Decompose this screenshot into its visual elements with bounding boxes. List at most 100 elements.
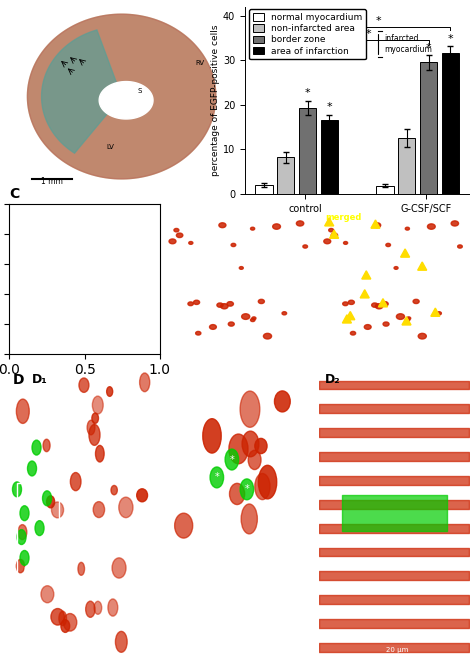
Ellipse shape bbox=[61, 619, 70, 632]
Text: *: * bbox=[365, 29, 371, 39]
Ellipse shape bbox=[217, 303, 223, 307]
Polygon shape bbox=[73, 239, 84, 248]
Ellipse shape bbox=[225, 449, 238, 470]
Y-axis label: percentage of EGFP-positive cells: percentage of EGFP-positive cells bbox=[211, 25, 220, 176]
Polygon shape bbox=[93, 248, 103, 257]
Ellipse shape bbox=[252, 317, 256, 320]
Ellipse shape bbox=[350, 331, 356, 335]
Polygon shape bbox=[92, 327, 102, 336]
Ellipse shape bbox=[41, 586, 54, 603]
Ellipse shape bbox=[87, 420, 95, 435]
Polygon shape bbox=[20, 219, 31, 228]
Text: 20 μm: 20 μm bbox=[231, 648, 254, 654]
Ellipse shape bbox=[46, 496, 55, 508]
Text: D₁: D₁ bbox=[32, 373, 48, 386]
Ellipse shape bbox=[382, 302, 388, 306]
Ellipse shape bbox=[227, 302, 233, 306]
Ellipse shape bbox=[273, 224, 281, 229]
Ellipse shape bbox=[328, 228, 334, 232]
Ellipse shape bbox=[86, 601, 95, 617]
Polygon shape bbox=[402, 316, 411, 325]
Text: *: * bbox=[229, 454, 234, 464]
Ellipse shape bbox=[264, 333, 272, 339]
Ellipse shape bbox=[255, 474, 270, 500]
Ellipse shape bbox=[203, 419, 221, 453]
Ellipse shape bbox=[20, 551, 29, 565]
Ellipse shape bbox=[365, 324, 371, 329]
Ellipse shape bbox=[219, 223, 226, 227]
Ellipse shape bbox=[92, 413, 99, 423]
Ellipse shape bbox=[240, 479, 254, 500]
Ellipse shape bbox=[196, 331, 201, 335]
Text: *: * bbox=[376, 16, 382, 26]
Bar bbox=[420, 62, 437, 194]
Text: *: * bbox=[305, 88, 310, 98]
Polygon shape bbox=[53, 270, 64, 279]
Ellipse shape bbox=[394, 266, 398, 270]
Text: *: * bbox=[426, 43, 431, 53]
Ellipse shape bbox=[374, 223, 381, 227]
Polygon shape bbox=[325, 217, 334, 226]
Polygon shape bbox=[329, 230, 338, 238]
Ellipse shape bbox=[95, 446, 104, 462]
Ellipse shape bbox=[94, 601, 102, 614]
Text: EGFP: EGFP bbox=[16, 213, 40, 222]
Ellipse shape bbox=[89, 424, 100, 446]
Ellipse shape bbox=[242, 431, 259, 457]
Ellipse shape bbox=[52, 502, 64, 518]
Ellipse shape bbox=[210, 324, 216, 329]
Polygon shape bbox=[431, 308, 440, 316]
Text: 80 μm: 80 μm bbox=[25, 644, 47, 650]
Ellipse shape bbox=[331, 233, 337, 237]
Ellipse shape bbox=[111, 486, 118, 495]
Ellipse shape bbox=[107, 387, 113, 396]
Ellipse shape bbox=[251, 227, 255, 230]
Ellipse shape bbox=[250, 318, 255, 322]
Ellipse shape bbox=[282, 312, 287, 315]
Ellipse shape bbox=[274, 391, 290, 412]
Bar bbox=[442, 54, 459, 194]
Ellipse shape bbox=[348, 300, 355, 304]
Ellipse shape bbox=[405, 227, 410, 230]
Polygon shape bbox=[418, 262, 427, 270]
Ellipse shape bbox=[407, 317, 410, 320]
Text: 20 μm: 20 μm bbox=[386, 648, 408, 654]
Text: merged: merged bbox=[325, 213, 361, 222]
Polygon shape bbox=[362, 271, 371, 279]
Ellipse shape bbox=[386, 244, 391, 247]
Ellipse shape bbox=[70, 472, 81, 490]
Ellipse shape bbox=[372, 303, 378, 307]
Text: CD45: CD45 bbox=[170, 213, 195, 222]
Ellipse shape bbox=[119, 497, 133, 518]
Ellipse shape bbox=[189, 242, 193, 244]
Bar bbox=[255, 185, 273, 194]
Polygon shape bbox=[94, 316, 105, 325]
Ellipse shape bbox=[241, 504, 257, 534]
Ellipse shape bbox=[258, 466, 277, 499]
Ellipse shape bbox=[116, 632, 127, 652]
Text: *: * bbox=[327, 102, 332, 112]
Ellipse shape bbox=[296, 221, 304, 226]
Polygon shape bbox=[63, 219, 73, 228]
Ellipse shape bbox=[451, 221, 458, 226]
Ellipse shape bbox=[248, 450, 261, 470]
Ellipse shape bbox=[375, 304, 383, 309]
Ellipse shape bbox=[93, 502, 105, 518]
Ellipse shape bbox=[188, 302, 193, 306]
Text: infarcted
myocardium: infarcted myocardium bbox=[384, 34, 432, 54]
Text: D: D bbox=[12, 373, 24, 387]
Polygon shape bbox=[371, 220, 380, 228]
Ellipse shape bbox=[383, 322, 389, 326]
Ellipse shape bbox=[242, 314, 250, 319]
Bar bbox=[17, 484, 59, 579]
Ellipse shape bbox=[112, 558, 126, 578]
Ellipse shape bbox=[17, 399, 29, 423]
Ellipse shape bbox=[255, 438, 267, 454]
Polygon shape bbox=[27, 14, 216, 179]
Text: S: S bbox=[137, 88, 142, 94]
Polygon shape bbox=[19, 229, 30, 238]
Ellipse shape bbox=[35, 520, 44, 536]
Text: *: * bbox=[245, 484, 249, 494]
Ellipse shape bbox=[344, 242, 347, 244]
Polygon shape bbox=[51, 289, 62, 298]
